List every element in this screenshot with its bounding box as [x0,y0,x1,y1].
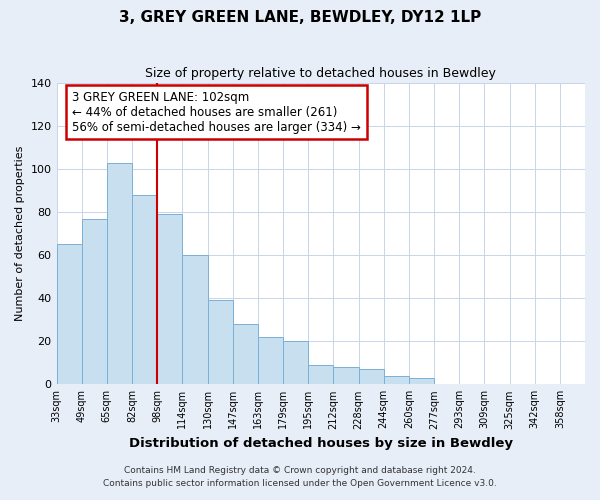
Text: Contains HM Land Registry data © Crown copyright and database right 2024.
Contai: Contains HM Land Registry data © Crown c… [103,466,497,487]
Bar [56,244,82,384]
Bar [359,369,383,384]
X-axis label: Distribution of detached houses by size in Bewdley: Distribution of detached houses by size … [129,437,513,450]
Bar [383,376,409,384]
Bar [409,378,434,384]
Bar [258,337,283,384]
Bar [308,365,334,384]
Bar [334,367,359,384]
Text: 3, GREY GREEN LANE, BEWDLEY, DY12 1LP: 3, GREY GREEN LANE, BEWDLEY, DY12 1LP [119,10,481,25]
Y-axis label: Number of detached properties: Number of detached properties [15,146,25,322]
Bar [208,300,233,384]
Text: 3 GREY GREEN LANE: 102sqm
← 44% of detached houses are smaller (261)
56% of semi: 3 GREY GREEN LANE: 102sqm ← 44% of detac… [73,90,361,134]
Bar [132,195,157,384]
Bar [182,255,208,384]
Bar [157,214,182,384]
Bar [82,218,107,384]
Bar [107,162,132,384]
Bar [283,342,308,384]
Bar [233,324,258,384]
Title: Size of property relative to detached houses in Bewdley: Size of property relative to detached ho… [145,68,496,80]
